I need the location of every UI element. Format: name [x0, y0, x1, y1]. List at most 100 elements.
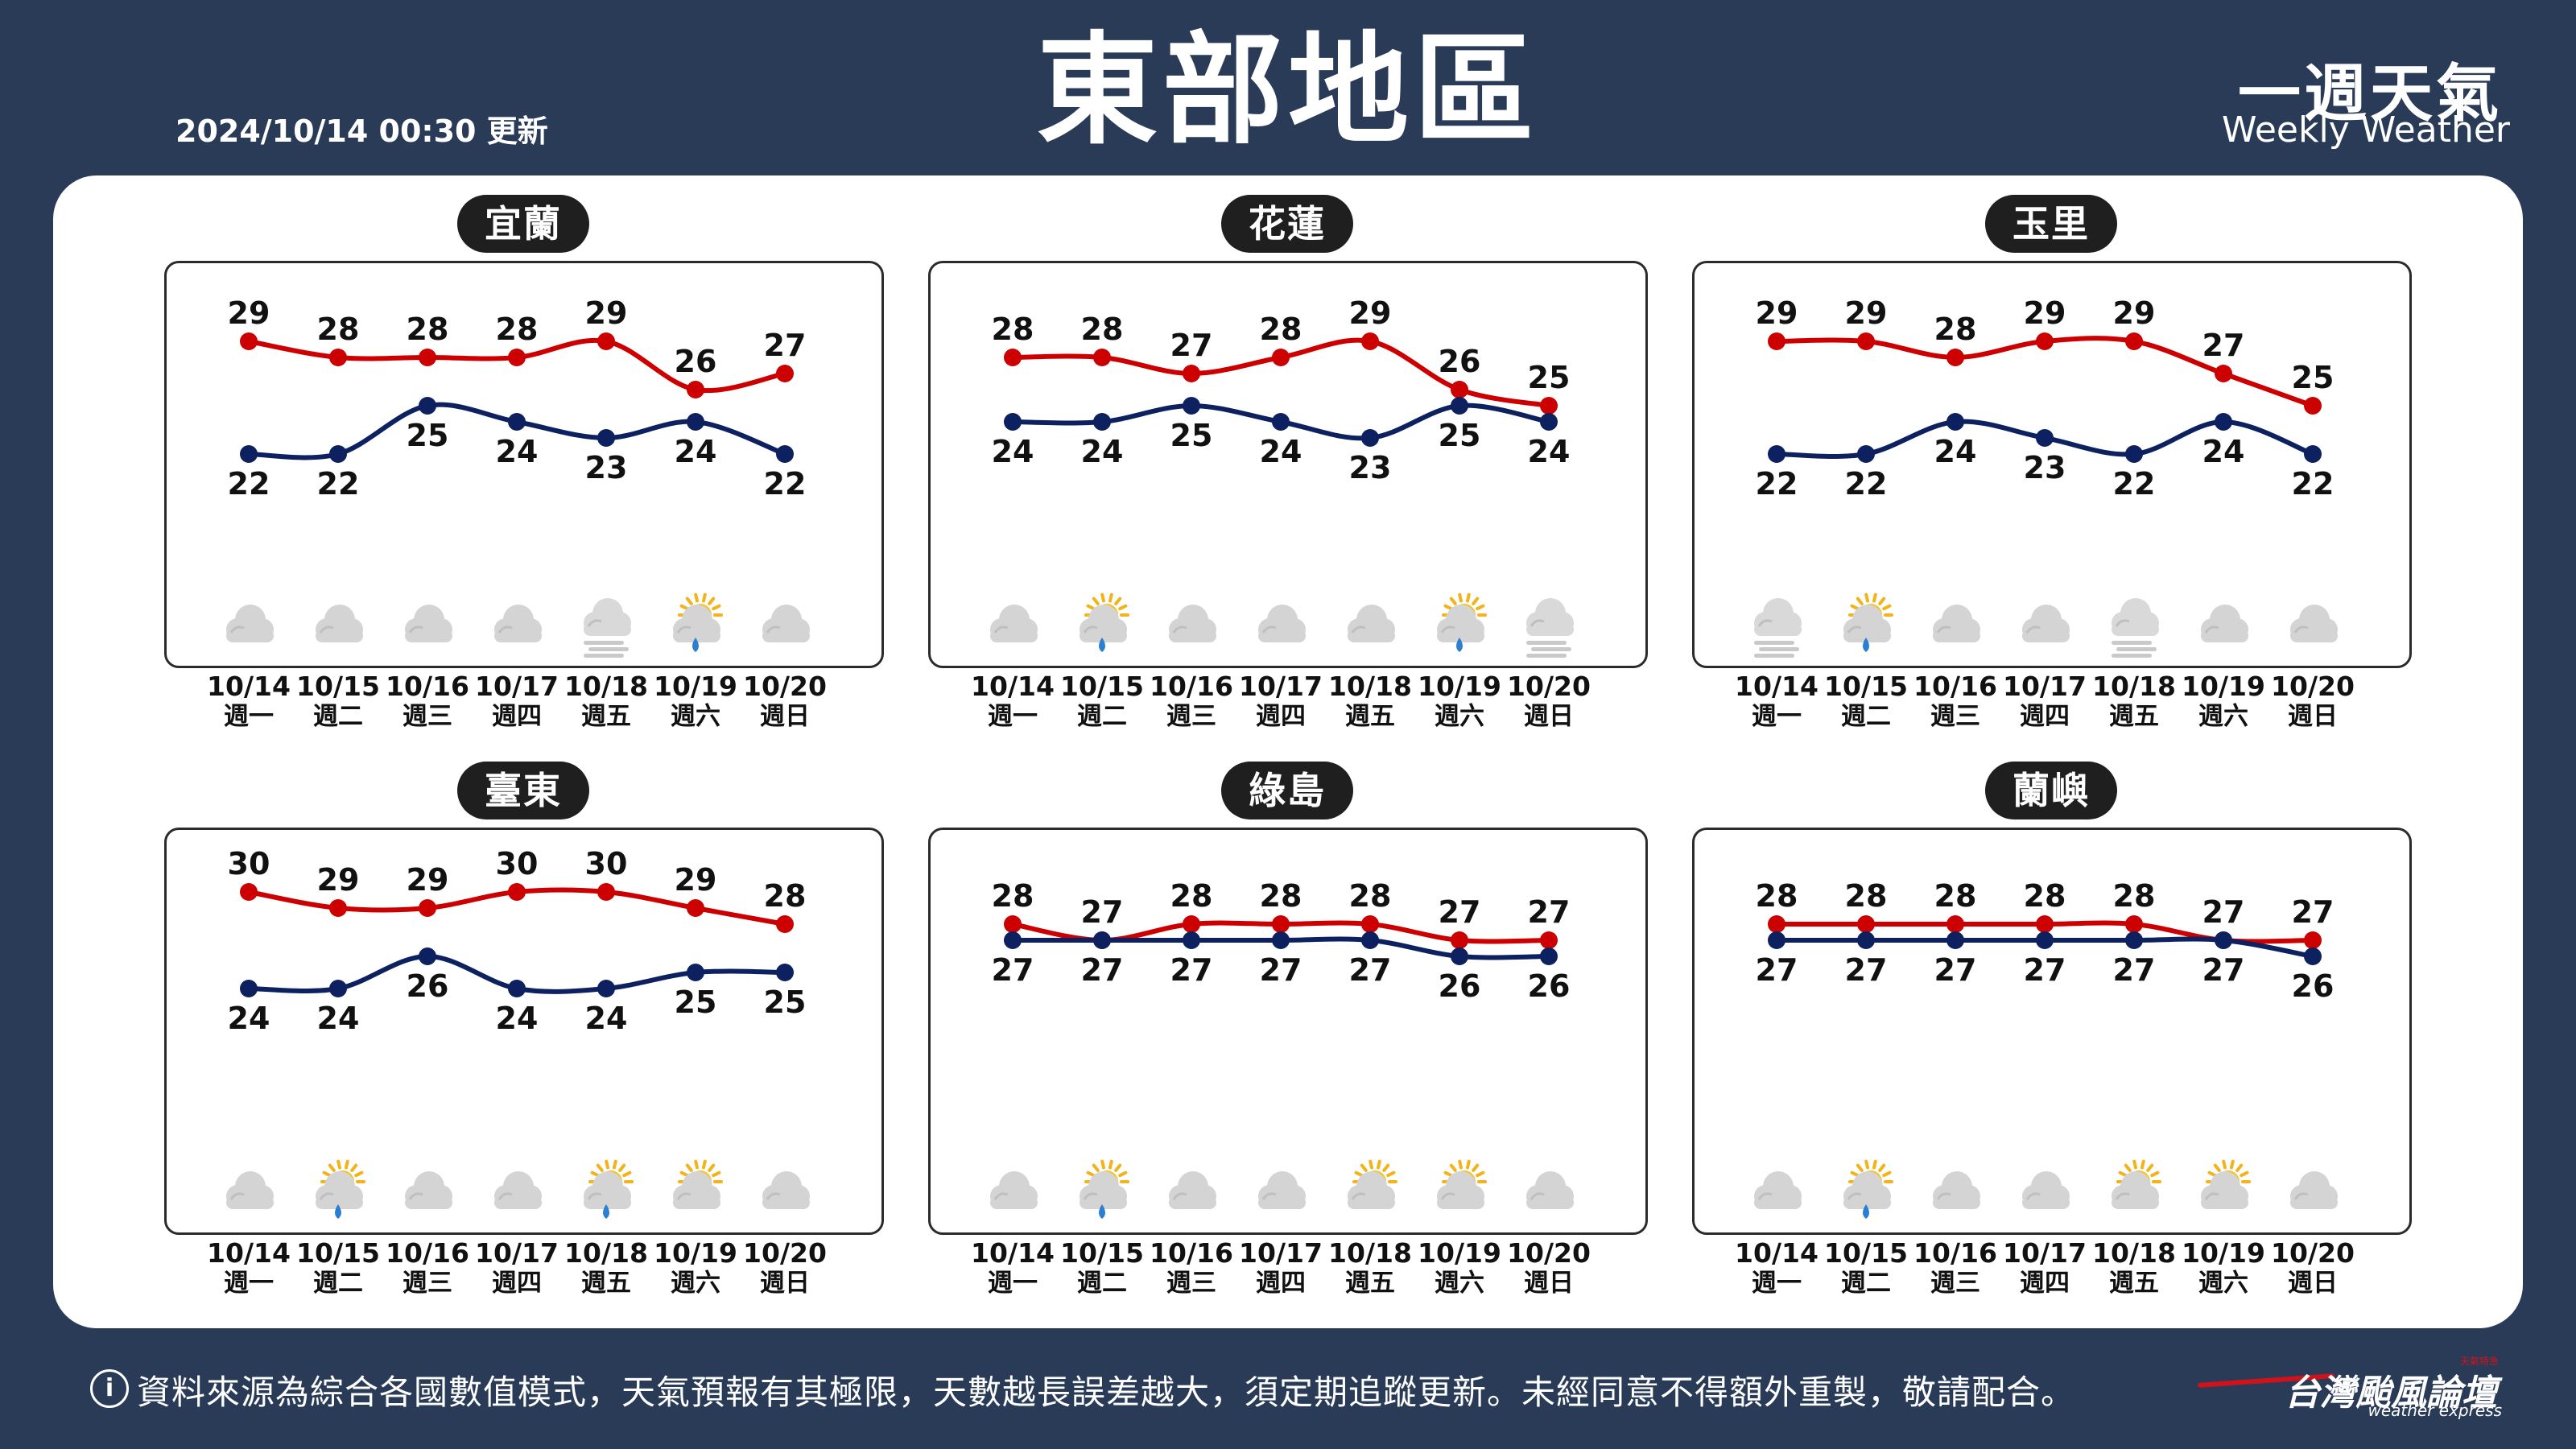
low-temp-point [2304, 947, 2322, 965]
brand-title: 一週天氣 [2237, 58, 2502, 130]
high-temp-point [1004, 349, 1022, 366]
low-temp-label: 22 [2292, 466, 2334, 502]
high-temp-point [508, 883, 526, 901]
high-temp-point [1004, 915, 1022, 933]
low-temp-label: 22 [317, 466, 360, 502]
date-label: 10/18 [564, 671, 648, 702]
low-temp-label: 25 [1170, 418, 1213, 453]
low-temp-label: 24 [1934, 434, 1977, 469]
high-temp-label: 27 [2292, 894, 2334, 930]
low-temp-point [2036, 931, 2054, 949]
low-temp-label: 26 [2292, 968, 2334, 1004]
weekday-label: 週六 [671, 1269, 720, 1294]
weekday-label: 週五 [1345, 702, 1395, 728]
weekday-label: 週一 [1752, 702, 1802, 728]
high-temp-point [240, 883, 258, 901]
high-temp-label: 29 [675, 862, 717, 898]
low-temp-point [2304, 445, 2322, 463]
low-temp-point [329, 445, 347, 463]
low-temp-point [776, 964, 794, 981]
low-temp-point [1451, 947, 1468, 965]
high-temp-point [1768, 915, 1785, 933]
high-temp-label: 27 [2202, 328, 2245, 363]
low-temp-point [1946, 413, 1964, 431]
high-temp-point [1451, 381, 1468, 398]
weekday-label: 週三 [1930, 1269, 1980, 1294]
weekday-label: 週三 [402, 1269, 452, 1294]
disclaimer-text: 資料來源為綜合各國數值模式，天氣預報有其極限，天數越長誤差越大，須定期追蹤更新。… [137, 1373, 2076, 1412]
weekday-label: 週三 [1930, 702, 1980, 728]
low-temp-label: 24 [992, 434, 1034, 469]
high-temp-point [240, 332, 258, 350]
date-label: 10/15 [1060, 671, 1144, 702]
date-label: 10/19 [1418, 671, 1501, 702]
low-temp-label: 27 [1260, 952, 1302, 988]
low-temp-point [1768, 931, 1785, 949]
low-temp-point [1093, 931, 1111, 949]
brand-subtitle: Weekly Weather [2221, 109, 2510, 151]
footer-logo-subtitle: weather express [2368, 1401, 2502, 1420]
high-temp-point [1857, 332, 1875, 350]
low-temp-point [419, 397, 436, 415]
high-temp-point [597, 332, 615, 350]
low-temp-label: 27 [2113, 952, 2156, 988]
date-label: 10/20 [743, 1237, 827, 1269]
date-label: 10/15 [1060, 1237, 1144, 1269]
cloudy-icon [494, 1171, 542, 1209]
high-temp-label: 29 [228, 295, 270, 331]
high-temp-label: 29 [1349, 295, 1392, 331]
date-label: 10/19 [2182, 671, 2265, 702]
cloudy-icon [1933, 605, 1980, 642]
high-temp-label: 28 [1845, 878, 1888, 914]
chart-frame [928, 261, 1648, 668]
date-label: 10/18 [2092, 1237, 2176, 1269]
low-temp-label: 24 [2202, 434, 2245, 469]
low-temp-label: 22 [1845, 466, 1888, 502]
station-card: 臺東 30 29 29 30 30 29 28 24 24 26 24 24 25 25 10/14 週一 10… [164, 742, 929, 1306]
sun-cloud-icon [2112, 1159, 2161, 1209]
low-temp-point [597, 429, 615, 447]
high-temp-point [687, 381, 704, 398]
high-temp-point [1451, 931, 1468, 949]
date-label: 10/14 [1735, 1237, 1818, 1269]
weekday-label: 週四 [1256, 702, 1306, 728]
page-title: 東部地區 [1036, 21, 1539, 161]
date-label: 10/18 [564, 1237, 648, 1269]
weekday-label: 週一 [988, 1269, 1038, 1294]
date-label: 10/18 [1328, 1237, 1412, 1269]
weekday-label: 週六 [1435, 1269, 1484, 1294]
low-temp-point [1857, 931, 1875, 949]
sun-cloud-rain-icon [316, 1159, 365, 1219]
high-temp-point [2125, 332, 2143, 350]
low-temp-label: 24 [496, 434, 539, 469]
low-temp-point [1361, 429, 1379, 447]
weekday-label: 週日 [760, 702, 810, 728]
date-label: 10/17 [2003, 1237, 2087, 1269]
station-name: 綠島 [1221, 762, 1353, 819]
weekday-label: 週四 [2020, 702, 2070, 728]
cloudy-icon [1754, 1171, 1802, 1209]
date-label: 10/15 [1824, 1237, 1908, 1269]
high-temp-point [1093, 349, 1111, 366]
low-temp-label: 26 [407, 968, 449, 1004]
weekday-label: 週四 [492, 702, 542, 728]
info-icon: i [90, 1369, 129, 1408]
low-temp-label: 26 [1439, 968, 1481, 1004]
weekday-label: 週五 [581, 1269, 631, 1294]
date-label: 10/16 [1150, 1237, 1233, 1269]
high-temp-point [687, 899, 704, 917]
station-name: 玉里 [1985, 195, 2117, 253]
high-temp-label: 28 [1934, 312, 1977, 347]
low-temp-point [776, 445, 794, 463]
low-temp-label: 23 [585, 450, 628, 485]
high-temp-label: 25 [2292, 360, 2334, 395]
date-label: 10/14 [971, 1237, 1055, 1269]
date-label: 10/14 [1735, 671, 1818, 702]
date-label: 10/16 [386, 671, 469, 702]
date-label: 10/18 [2092, 671, 2176, 702]
station-name: 宜蘭 [457, 195, 589, 253]
date-label: 10/17 [475, 1237, 559, 1269]
station-name: 花蓮 [1221, 195, 1353, 253]
high-temp-point [1946, 349, 1964, 366]
station-card: 蘭嶼 28 28 28 28 28 27 27 27 27 27 27 27 27 26 10/14 週一 10… [1692, 742, 2457, 1306]
